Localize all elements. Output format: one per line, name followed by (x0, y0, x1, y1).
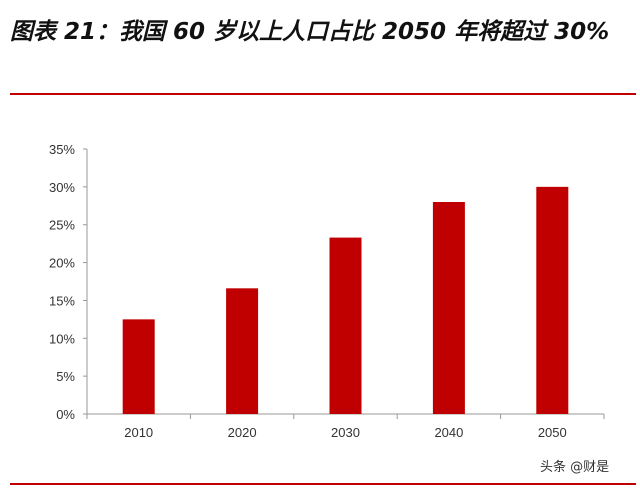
bars (122, 186, 569, 414)
y-tick-label: 20% (49, 256, 75, 271)
footer-divider (10, 483, 636, 485)
watermark: 头条 @财是 (540, 460, 610, 475)
y-tick-label: 5% (56, 369, 75, 384)
y-axis: 0% 5% 10% 15% 20% 25% 30% 35% (49, 142, 88, 422)
y-tick-label: 15% (49, 293, 75, 308)
y-tick-label: 30% (49, 180, 75, 195)
x-tick-label: 2050 (538, 425, 567, 440)
bar-2030 (329, 237, 362, 414)
x-tick-label: 2030 (331, 425, 360, 440)
y-tick-label: 25% (49, 218, 75, 233)
bar-2010 (122, 319, 155, 414)
x-axis: 2010 2020 2030 2040 2050 (86, 413, 605, 440)
bar-2050 (536, 186, 569, 414)
title-divider (10, 93, 636, 95)
x-tick-label: 2010 (124, 425, 153, 440)
bar-2020 (226, 288, 259, 414)
x-tick-label: 2020 (228, 425, 257, 440)
y-tick-label: 0% (56, 407, 75, 422)
y-tick-label: 10% (49, 331, 75, 346)
x-tick-label: 2040 (434, 425, 463, 440)
y-tick-label: 35% (49, 142, 75, 157)
chart-title: 图表 21：我国 60 岁以上人口占比 2050 年将超过 30% (10, 19, 610, 45)
bar-2040 (432, 202, 465, 414)
